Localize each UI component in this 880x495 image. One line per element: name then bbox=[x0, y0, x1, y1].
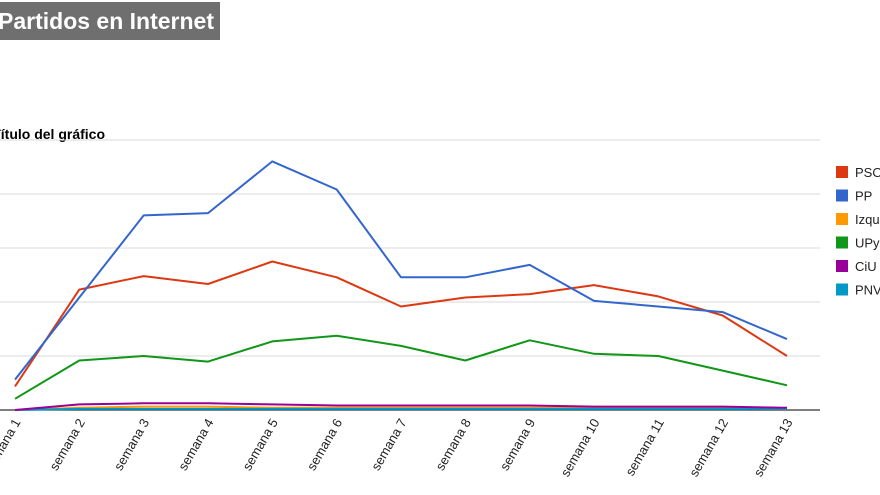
x-tick-label: semana 5 bbox=[239, 416, 281, 473]
x-tick-label: semana 10 bbox=[557, 416, 602, 479]
x-tick-label: semana 6 bbox=[304, 416, 346, 473]
legend-label: CiU bbox=[855, 259, 877, 274]
chart-series bbox=[14, 160, 788, 411]
chart-title-box: Título del gráfico bbox=[0, 126, 200, 144]
chart-title: Título del gráfico bbox=[0, 126, 105, 142]
x-tick-label: semana 13 bbox=[750, 416, 795, 479]
legend-swatch bbox=[836, 189, 848, 202]
x-tick-label: semana 11 bbox=[622, 416, 667, 478]
chart-legend: PSOE PP Izquierda Unida UPyD CiU PNV bbox=[836, 165, 880, 298]
series-line-pp bbox=[14, 160, 788, 381]
x-tick-label: semana 12 bbox=[686, 416, 731, 479]
legend-swatch bbox=[836, 213, 848, 225]
legend-swatch bbox=[836, 236, 848, 249]
legend-swatch bbox=[836, 260, 848, 272]
legend-label: UPyD bbox=[855, 236, 880, 251]
legend-label: PNV bbox=[855, 283, 880, 298]
legend-swatch bbox=[836, 283, 848, 296]
x-tick-label: semana 9 bbox=[497, 416, 539, 473]
series-line-pnv bbox=[14, 407, 787, 411]
x-tick-label: semana 2 bbox=[46, 416, 88, 473]
x-tick-label: semana 1 bbox=[0, 416, 24, 473]
x-tick-label: semana 8 bbox=[432, 416, 474, 473]
chart-grid bbox=[0, 139, 820, 411]
page-title: Partidos en Internet bbox=[0, 8, 214, 34]
page-title-banner: Partidos en Internet bbox=[0, 2, 220, 40]
series-line-ciu bbox=[14, 402, 788, 411]
series-line-izquierda-unida bbox=[14, 405, 788, 411]
x-tick-label: semana 3 bbox=[111, 416, 153, 473]
x-axis-ticks: semana 1 semana 2 semana 3 semana 4 semana 5… bbox=[0, 416, 796, 479]
series-line-upyd bbox=[14, 334, 788, 400]
legend-label: PSOE bbox=[855, 165, 880, 180]
legend-swatch bbox=[836, 166, 848, 178]
x-tick-label: semana 7 bbox=[368, 416, 410, 473]
x-tick-label: semana 4 bbox=[175, 416, 217, 473]
legend-label: Izquierda Unida bbox=[855, 212, 880, 227]
series-line-psoe bbox=[14, 260, 788, 387]
legend-label: PP bbox=[855, 189, 872, 204]
